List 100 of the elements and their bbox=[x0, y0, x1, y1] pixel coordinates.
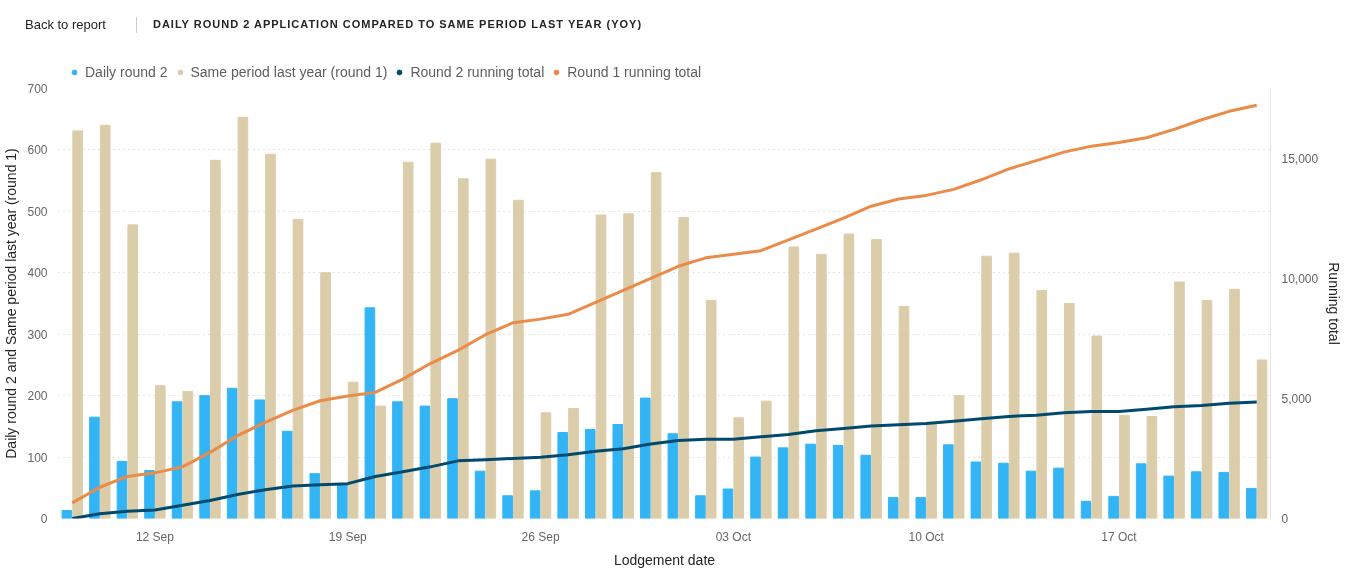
x-tick-label: 17 Oct bbox=[1101, 529, 1138, 544]
bar bbox=[419, 405, 431, 519]
bar bbox=[678, 217, 689, 519]
bar bbox=[1091, 335, 1103, 519]
bar bbox=[568, 408, 579, 519]
y2-tick-label: 10,000 bbox=[1281, 271, 1319, 286]
bar bbox=[474, 470, 486, 519]
bar bbox=[237, 116, 249, 519]
bar bbox=[915, 497, 927, 519]
bar bbox=[1218, 471, 1230, 519]
y2-tick-label: 5,000 bbox=[1281, 391, 1312, 406]
bar bbox=[871, 239, 882, 519]
bar bbox=[1246, 487, 1257, 519]
bar bbox=[529, 490, 541, 519]
bar bbox=[640, 397, 651, 519]
y-tick-label: 0 bbox=[40, 512, 48, 526]
bar bbox=[1036, 290, 1048, 519]
bar bbox=[623, 213, 634, 519]
x-tick-label: 26 Sep bbox=[521, 529, 560, 544]
x-axis-title: Lodgement date bbox=[613, 551, 716, 568]
legend-label: Daily round 2 bbox=[85, 64, 168, 80]
bar bbox=[832, 444, 844, 519]
bar bbox=[926, 423, 937, 519]
bar bbox=[695, 495, 706, 519]
y-tick-label: 500 bbox=[27, 204, 48, 219]
bar bbox=[265, 153, 276, 519]
bar bbox=[898, 306, 910, 519]
bar bbox=[347, 381, 359, 519]
x-tick-label: 10 Oct bbox=[908, 529, 945, 544]
bar bbox=[337, 484, 348, 519]
bar bbox=[760, 400, 772, 519]
bar bbox=[540, 412, 552, 519]
bar bbox=[199, 395, 210, 519]
bar bbox=[430, 142, 442, 519]
bar bbox=[584, 428, 596, 519]
chart-title: DAILY ROUND 2 APPLICATION COMPARED TO SAME PERIOD LAST YEAR (YOY) bbox=[135, 17, 643, 33]
bar bbox=[805, 443, 816, 519]
bar bbox=[887, 497, 899, 519]
y-tick-label: 700 bbox=[27, 82, 48, 96]
bar bbox=[788, 246, 800, 519]
bar bbox=[182, 390, 194, 519]
bar bbox=[733, 417, 745, 519]
bar bbox=[1080, 500, 1092, 519]
bar bbox=[998, 462, 1009, 519]
bar bbox=[402, 161, 414, 519]
bar bbox=[1174, 281, 1185, 519]
bar bbox=[777, 447, 789, 519]
bar bbox=[1119, 414, 1130, 519]
x-tick-label: 12 Sep bbox=[135, 529, 175, 544]
bar bbox=[447, 398, 458, 519]
bar bbox=[722, 488, 734, 519]
bar bbox=[375, 405, 386, 519]
bar bbox=[254, 399, 266, 519]
bar bbox=[502, 495, 513, 519]
line-series bbox=[70, 400, 1259, 519]
bar bbox=[320, 272, 331, 519]
y2-axis-title: Running total bbox=[1326, 262, 1343, 345]
x-tick-label: 03 Oct bbox=[715, 529, 752, 544]
legend-label: Round 1 running total bbox=[567, 64, 702, 80]
bar bbox=[292, 218, 304, 519]
bar bbox=[667, 433, 679, 519]
bar bbox=[1135, 463, 1147, 519]
bar bbox=[281, 430, 293, 519]
bar bbox=[1008, 252, 1020, 519]
bar bbox=[557, 432, 569, 519]
y-tick-label: 600 bbox=[27, 143, 48, 158]
bar bbox=[943, 444, 954, 519]
bar bbox=[485, 158, 497, 519]
bar bbox=[457, 178, 469, 519]
bar bbox=[650, 172, 662, 519]
legend-label: Same period last year (round 1) bbox=[190, 64, 388, 80]
bar bbox=[364, 307, 376, 519]
bar bbox=[309, 473, 321, 519]
bar bbox=[210, 159, 221, 519]
bar bbox=[99, 124, 111, 519]
bar bbox=[1025, 470, 1037, 519]
x-tick-label: 19 Sep bbox=[328, 529, 368, 544]
y2-tick-label: 0 bbox=[1281, 512, 1289, 526]
bar bbox=[392, 401, 403, 519]
y-tick-label: 300 bbox=[27, 327, 48, 342]
y-tick-label: 200 bbox=[27, 389, 48, 404]
bar bbox=[154, 385, 166, 519]
text: Back to report bbox=[24, 15, 106, 34]
bar bbox=[816, 253, 827, 519]
bar bbox=[860, 454, 872, 519]
bar bbox=[953, 395, 965, 519]
y-tick-label: 100 bbox=[27, 450, 48, 465]
bar bbox=[843, 233, 855, 519]
legend-label: Round 2 running total bbox=[410, 64, 545, 80]
bar bbox=[981, 255, 992, 519]
bar bbox=[61, 510, 73, 519]
bar bbox=[1201, 299, 1213, 519]
y-tick-label: 400 bbox=[27, 266, 48, 281]
bar bbox=[612, 424, 624, 519]
y-axis-title: Daily round 2 and Same period last year (round 1) bbox=[3, 148, 20, 459]
bar bbox=[72, 130, 83, 519]
bar bbox=[127, 224, 139, 519]
bar bbox=[1146, 416, 1158, 519]
bar bbox=[1053, 467, 1064, 519]
bar bbox=[1229, 288, 1240, 519]
